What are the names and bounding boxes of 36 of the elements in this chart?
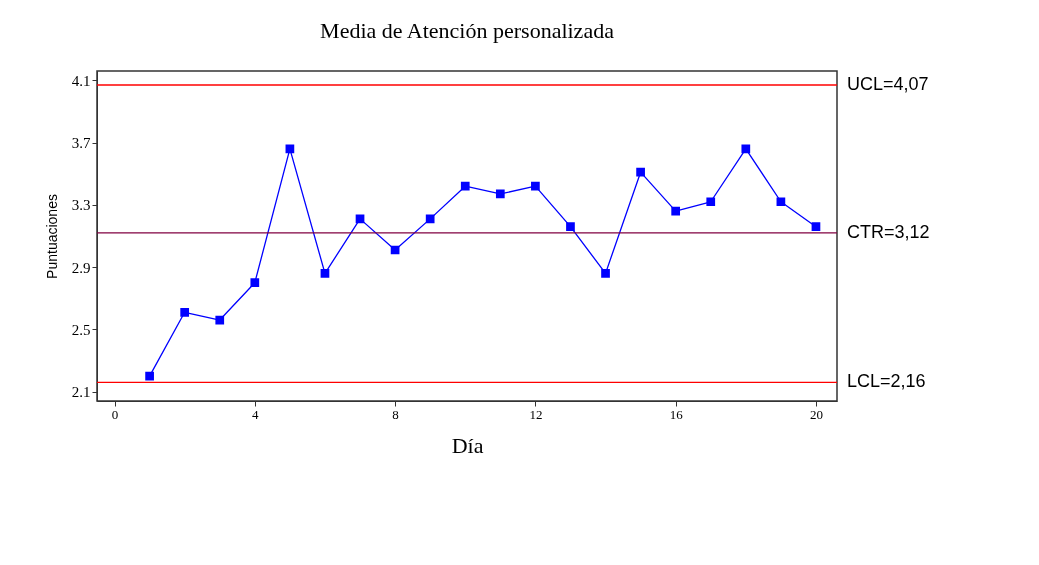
point bbox=[285, 144, 295, 154]
point bbox=[320, 269, 330, 278]
y-tick-label: 3.3 bbox=[71, 197, 91, 214]
x-axis-title: Día bbox=[451, 432, 484, 458]
point bbox=[566, 222, 575, 232]
ref-line-label: LCL=2,16 bbox=[847, 371, 926, 392]
point bbox=[250, 278, 260, 288]
point bbox=[601, 269, 610, 278]
point bbox=[425, 214, 435, 224]
y-tick-label: 2.1 bbox=[71, 384, 91, 401]
ref-line-label: UCL=4,07 bbox=[847, 74, 929, 95]
y-axis-title: Puntuaciones bbox=[43, 194, 60, 279]
point bbox=[811, 222, 821, 232]
y-tick-label: 3.7 bbox=[71, 135, 91, 152]
point bbox=[671, 206, 681, 216]
chart-title: Media de Atención personalizada bbox=[320, 18, 615, 43]
point bbox=[495, 189, 505, 199]
y-tick-label: 4.1 bbox=[71, 72, 91, 89]
point bbox=[180, 307, 190, 317]
point bbox=[215, 315, 225, 325]
y-tick-label: 2.9 bbox=[71, 259, 91, 276]
x-tick-label: 4 bbox=[252, 406, 260, 422]
x-tick-label: 0 bbox=[111, 406, 119, 422]
point bbox=[145, 371, 154, 381]
x-tick-label: 8 bbox=[392, 406, 399, 422]
point bbox=[776, 197, 786, 207]
y-tick-label: 2.5 bbox=[71, 321, 91, 338]
point bbox=[636, 167, 645, 177]
point bbox=[706, 197, 716, 207]
x-tick-label: 12 bbox=[529, 406, 543, 422]
x-tick-label: 20 bbox=[809, 406, 823, 422]
point bbox=[741, 144, 751, 154]
point bbox=[460, 181, 470, 191]
x-tick-label: 16 bbox=[669, 406, 684, 422]
point bbox=[531, 181, 540, 191]
ref-line-label: CTR=3,12 bbox=[847, 221, 930, 242]
